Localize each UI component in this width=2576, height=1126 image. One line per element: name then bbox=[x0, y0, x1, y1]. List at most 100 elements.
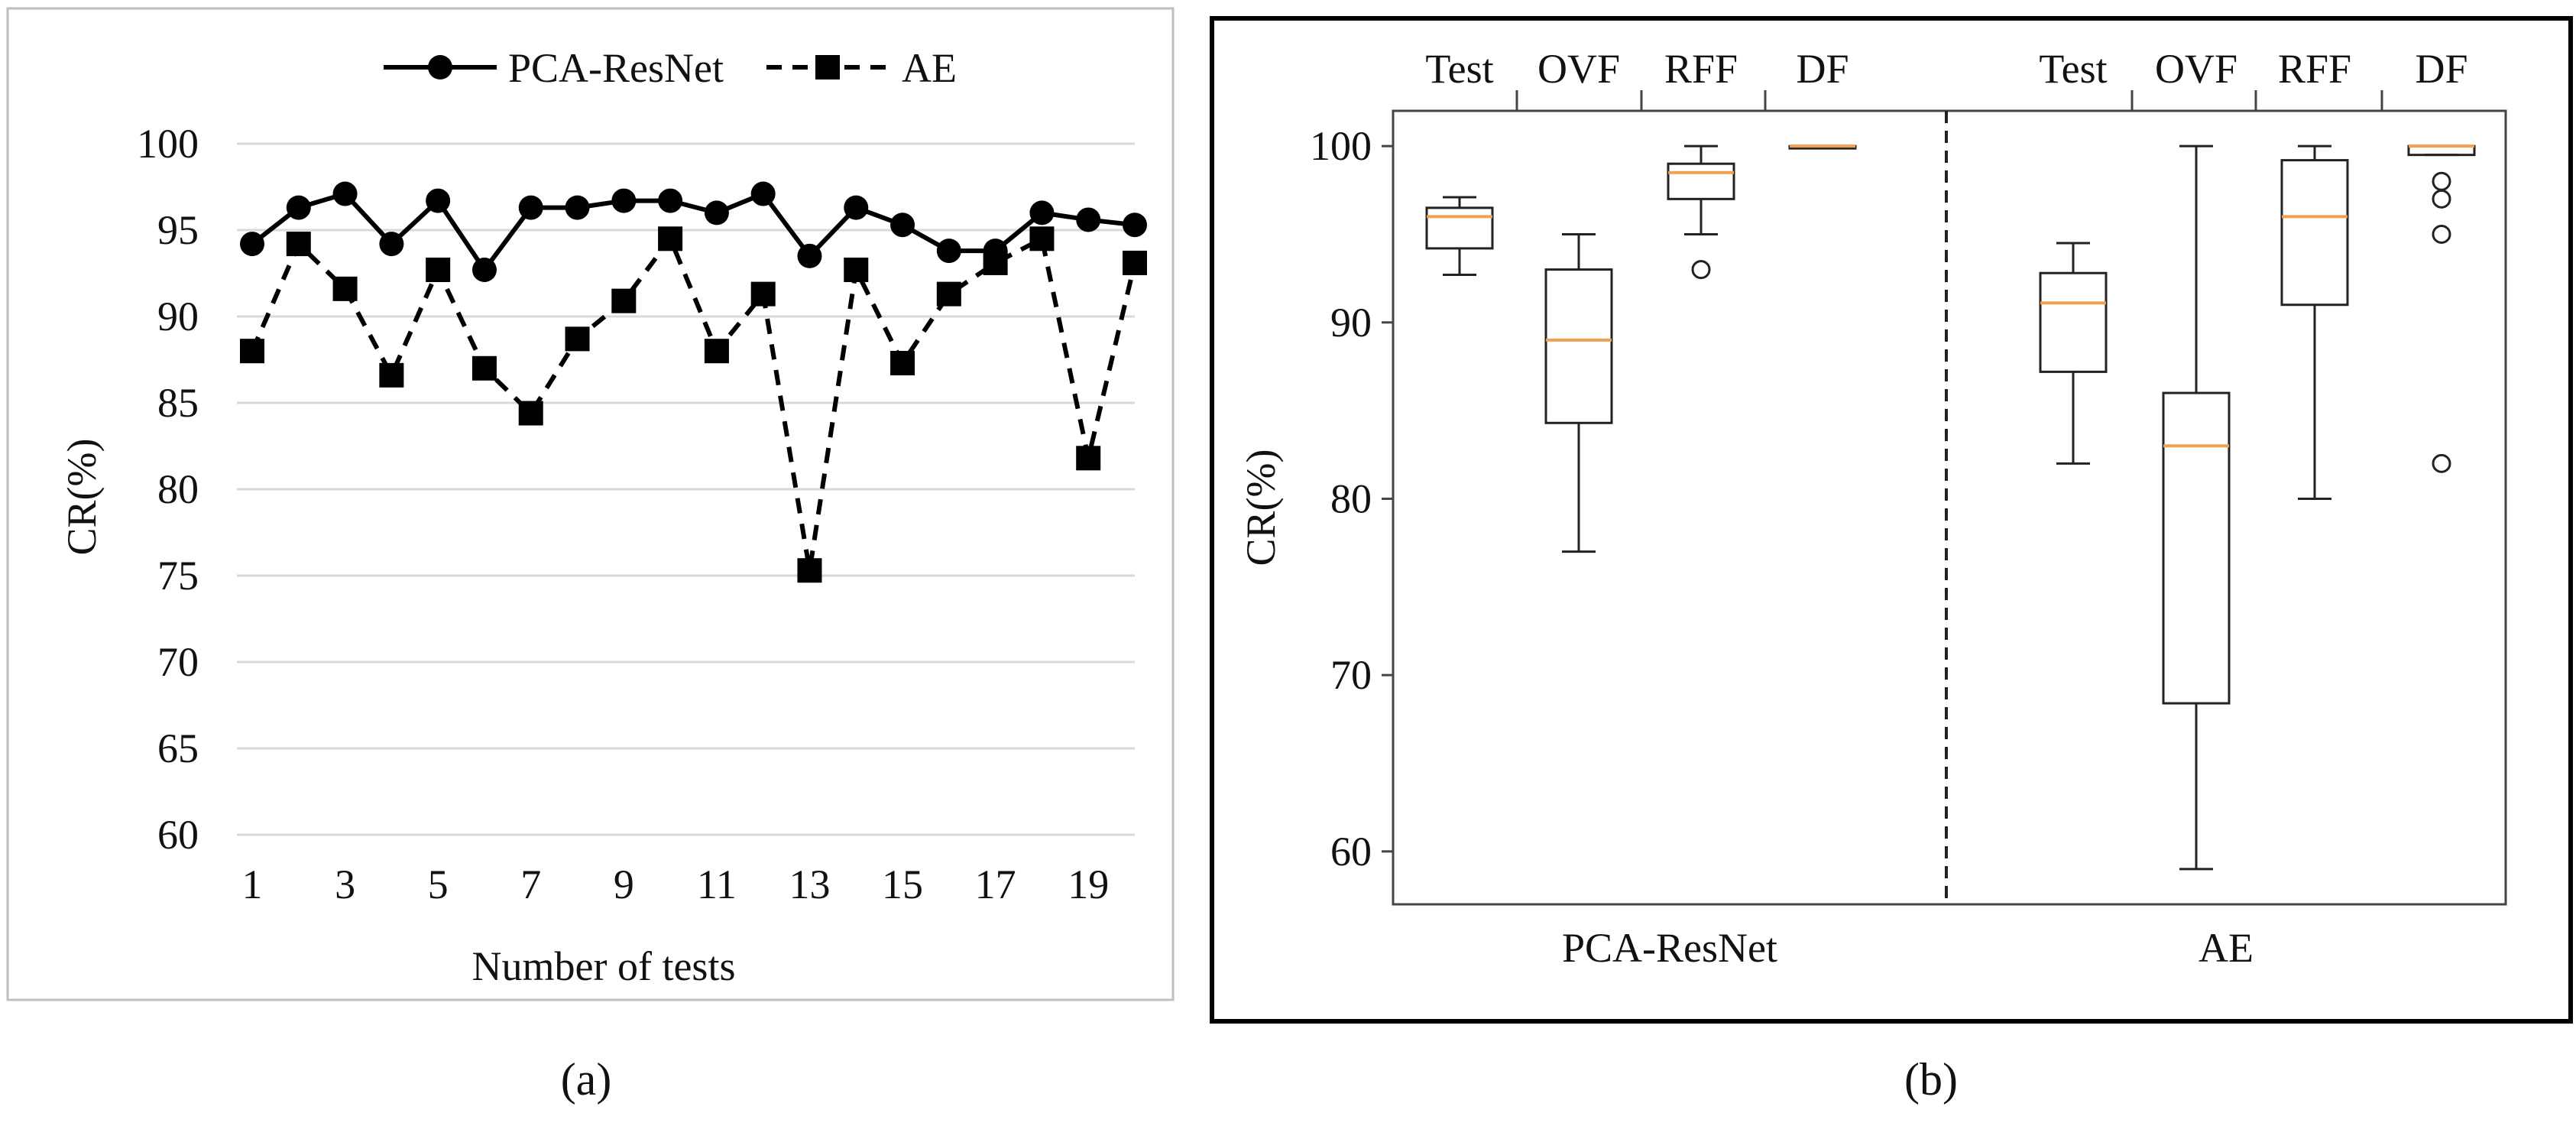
category-label: DF bbox=[2415, 46, 2467, 92]
data-point bbox=[379, 362, 404, 388]
y-tick-label: 90 bbox=[1330, 300, 1372, 346]
x-tick-label: 15 bbox=[882, 862, 923, 907]
data-point bbox=[658, 226, 683, 251]
y-axis: 60 70 80 90 100 bbox=[1310, 123, 1393, 875]
y-axis-title: CR(%) bbox=[59, 439, 105, 556]
data-point bbox=[611, 188, 637, 213]
legend-marker bbox=[815, 55, 840, 80]
boxes-layer bbox=[1425, 144, 2476, 871]
y-tick-label: 70 bbox=[1330, 652, 1372, 698]
legend: PCA-ResNet AE bbox=[384, 45, 957, 91]
data-point bbox=[936, 281, 961, 307]
data-point bbox=[611, 288, 637, 313]
gridlines bbox=[237, 142, 1135, 836]
data-point bbox=[1029, 200, 1055, 226]
outlier-point bbox=[2432, 171, 2451, 191]
plot-area bbox=[1392, 109, 2507, 906]
data-point bbox=[332, 181, 358, 206]
data-point bbox=[332, 276, 358, 301]
data-point bbox=[471, 355, 497, 381]
box-plot-panel: 60 70 80 90 100 Test OVF RFF DF Test OVF RFF DF PCA… bbox=[1210, 16, 2573, 1024]
legend-marker bbox=[428, 55, 452, 80]
data-point bbox=[565, 195, 590, 220]
x-tick-label: 17 bbox=[975, 862, 1016, 907]
y-tick-label: 60 bbox=[1330, 829, 1372, 875]
category-label: OVF bbox=[1537, 46, 1620, 92]
data-point bbox=[240, 339, 264, 364]
legend-label: AE bbox=[902, 45, 957, 91]
x-tick-label: 9 bbox=[614, 862, 634, 907]
data-point bbox=[286, 232, 311, 257]
box-body bbox=[1425, 206, 1494, 250]
x-tick-label: 7 bbox=[520, 862, 541, 907]
y-tick-labels: 60 65 70 75 80 85 90 95 100 bbox=[137, 121, 199, 858]
y-tick-label: 60 bbox=[157, 812, 199, 858]
caption-b: (b) bbox=[1904, 1054, 1958, 1105]
x-tick-label: 5 bbox=[428, 862, 449, 907]
x-tick-label: 19 bbox=[1068, 862, 1109, 907]
series-line-ae bbox=[250, 234, 1137, 571]
data-point bbox=[1029, 226, 1055, 251]
series-layer bbox=[240, 181, 1147, 583]
category-label: Test bbox=[2039, 46, 2107, 92]
data-point bbox=[844, 195, 869, 220]
panel-a-frame bbox=[6, 7, 1175, 1001]
y-tick-label: 100 bbox=[137, 121, 199, 167]
y-tick-label: 65 bbox=[157, 725, 199, 771]
legend-label: PCA-ResNet bbox=[508, 45, 724, 91]
outlier-point bbox=[2432, 189, 2451, 209]
y-tick-label: 75 bbox=[157, 553, 199, 599]
data-point bbox=[797, 243, 822, 268]
data-point bbox=[1123, 213, 1147, 238]
data-point bbox=[286, 195, 311, 220]
x-tick-label: 3 bbox=[335, 862, 355, 907]
data-point bbox=[936, 239, 961, 264]
x-axis-title: Number of tests bbox=[472, 943, 736, 989]
data-point bbox=[471, 257, 497, 282]
data-point bbox=[844, 257, 869, 282]
panel-b-frame bbox=[1210, 16, 2573, 1024]
group-label: AE bbox=[2199, 925, 2254, 971]
x-tick-label: 11 bbox=[697, 862, 737, 907]
outlier-point bbox=[1691, 260, 1711, 280]
data-point bbox=[1076, 207, 1101, 232]
caption-a: (a) bbox=[561, 1054, 612, 1105]
y-tick-label: 90 bbox=[157, 294, 199, 339]
x-tick-label: 1 bbox=[242, 862, 263, 907]
data-point bbox=[890, 213, 915, 238]
data-point bbox=[750, 181, 776, 206]
y-tick-label: 70 bbox=[157, 639, 199, 685]
box-body bbox=[2162, 391, 2231, 705]
category-label: RFF bbox=[2278, 46, 2351, 92]
x-tick-labels: 1 3 5 7 9 11 13 15 17 19 bbox=[242, 862, 1110, 907]
y-tick-label: 85 bbox=[157, 380, 199, 426]
category-label: DF bbox=[1796, 46, 1849, 92]
x-tick-label: 13 bbox=[789, 862, 830, 907]
box-body bbox=[1667, 162, 1735, 200]
data-point bbox=[518, 401, 543, 426]
box-body bbox=[2280, 159, 2349, 307]
y-axis-title-b: CR(%) bbox=[1238, 449, 1284, 566]
data-point bbox=[704, 339, 729, 364]
data-point bbox=[426, 257, 451, 282]
group-label: PCA-ResNet bbox=[1562, 925, 1777, 971]
data-point bbox=[426, 188, 451, 213]
data-point bbox=[240, 232, 264, 257]
data-point bbox=[379, 232, 404, 257]
data-point bbox=[797, 558, 822, 583]
outlier-point bbox=[2432, 453, 2451, 473]
data-point bbox=[704, 200, 729, 226]
data-point bbox=[658, 188, 683, 213]
data-point bbox=[983, 250, 1008, 275]
data-point bbox=[565, 326, 590, 352]
data-point bbox=[518, 195, 543, 220]
y-tick-label: 100 bbox=[1310, 123, 1372, 169]
data-point bbox=[890, 351, 915, 376]
y-tick-label: 80 bbox=[157, 466, 199, 512]
data-point bbox=[1076, 446, 1101, 471]
category-label: Test bbox=[1425, 46, 1493, 92]
box-body bbox=[1544, 268, 1613, 424]
category-label: RFF bbox=[1664, 46, 1738, 92]
